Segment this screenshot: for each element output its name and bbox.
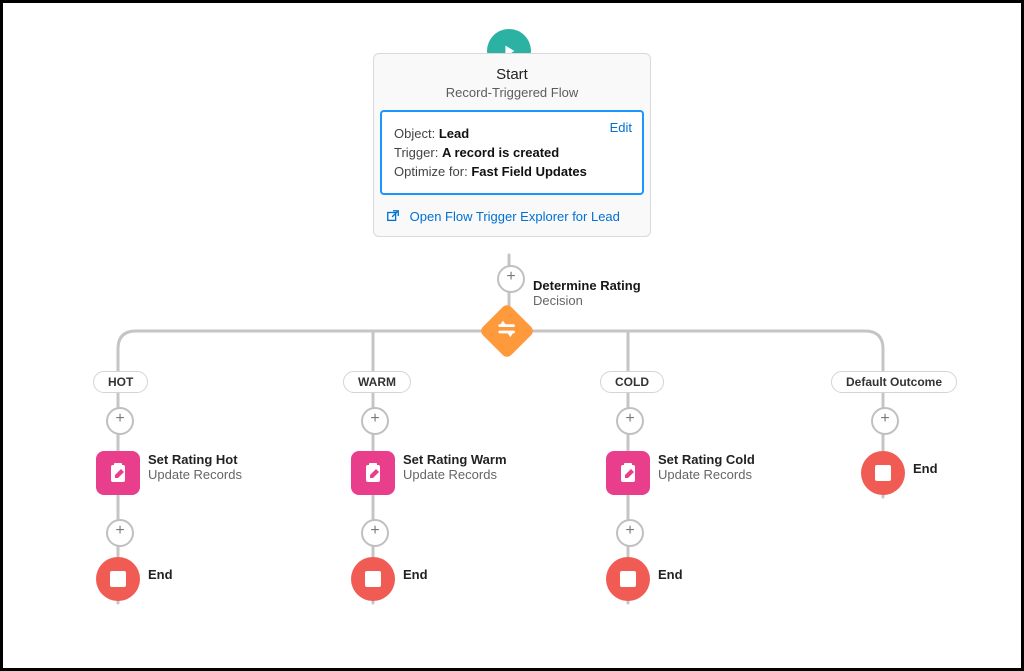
add-element-button[interactable]: + <box>871 407 899 435</box>
flow-trigger-explorer-link[interactable]: Open Flow Trigger Explorer for Lead <box>410 209 620 224</box>
action-title: Set Rating Hot <box>148 452 242 467</box>
start-footer: Open Flow Trigger Explorer for Lead <box>374 201 650 236</box>
stop-icon <box>620 571 636 587</box>
outcome-pill-warm[interactable]: WARM <box>343 371 411 393</box>
decision-title: Determine Rating <box>533 278 641 293</box>
decision-icon <box>496 318 518 340</box>
decision-node[interactable] <box>482 306 532 356</box>
optimize-label: Optimize for: <box>394 164 468 179</box>
clipboard-edit-icon <box>616 461 640 485</box>
stop-icon <box>110 571 126 587</box>
trigger-value: A record is created <box>442 145 559 160</box>
add-element-button[interactable]: + <box>361 407 389 435</box>
add-element-button[interactable]: + <box>361 519 389 547</box>
update-records-node[interactable] <box>96 451 140 495</box>
clipboard-edit-icon <box>361 461 385 485</box>
start-config-panel: Edit Object: Lead Trigger: A record is c… <box>380 110 644 195</box>
add-element-button[interactable]: + <box>616 407 644 435</box>
add-element-button[interactable]: + <box>106 519 134 547</box>
action-subtitle: Update Records <box>658 467 755 482</box>
clipboard-edit-icon <box>106 461 130 485</box>
outcome-pill-cold[interactable]: COLD <box>600 371 664 393</box>
end-node[interactable] <box>861 451 905 495</box>
stop-icon <box>875 465 891 481</box>
stop-icon <box>365 571 381 587</box>
action-label: Set Rating Cold Update Records <box>658 452 755 482</box>
outcome-pill-hot[interactable]: HOT <box>93 371 148 393</box>
end-label: End <box>148 567 173 582</box>
trigger-label: Trigger: <box>394 145 438 160</box>
decision-subtitle: Decision <box>533 293 641 308</box>
action-subtitle: Update Records <box>148 467 242 482</box>
start-subtitle: Record-Triggered Flow <box>382 85 642 100</box>
edit-link[interactable]: Edit <box>610 120 632 135</box>
end-label: End <box>658 567 683 582</box>
action-subtitle: Update Records <box>403 467 507 482</box>
update-records-node[interactable] <box>351 451 395 495</box>
end-node[interactable] <box>96 557 140 601</box>
update-records-node[interactable] <box>606 451 650 495</box>
object-value: Lead <box>439 126 469 141</box>
action-title: Set Rating Warm <box>403 452 507 467</box>
end-node[interactable] <box>606 557 650 601</box>
add-element-button[interactable]: + <box>616 519 644 547</box>
start-title: Start <box>382 66 642 83</box>
start-node[interactable]: Start Record-Triggered Flow Edit Object:… <box>373 53 651 237</box>
end-label: End <box>913 461 938 476</box>
flow-canvas: Start Record-Triggered Flow Edit Object:… <box>0 0 1024 671</box>
optimize-value: Fast Field Updates <box>471 164 587 179</box>
end-label: End <box>403 567 428 582</box>
add-element-button[interactable]: + <box>106 407 134 435</box>
action-label: Set Rating Hot Update Records <box>148 452 242 482</box>
external-link-icon <box>386 209 400 226</box>
action-label: Set Rating Warm Update Records <box>403 452 507 482</box>
decision-label: Determine Rating Decision <box>533 278 641 308</box>
outcome-pill-default[interactable]: Default Outcome <box>831 371 957 393</box>
object-label: Object: <box>394 126 435 141</box>
end-node[interactable] <box>351 557 395 601</box>
start-header: Start Record-Triggered Flow <box>374 54 650 110</box>
action-title: Set Rating Cold <box>658 452 755 467</box>
add-element-button[interactable]: + <box>497 265 525 293</box>
